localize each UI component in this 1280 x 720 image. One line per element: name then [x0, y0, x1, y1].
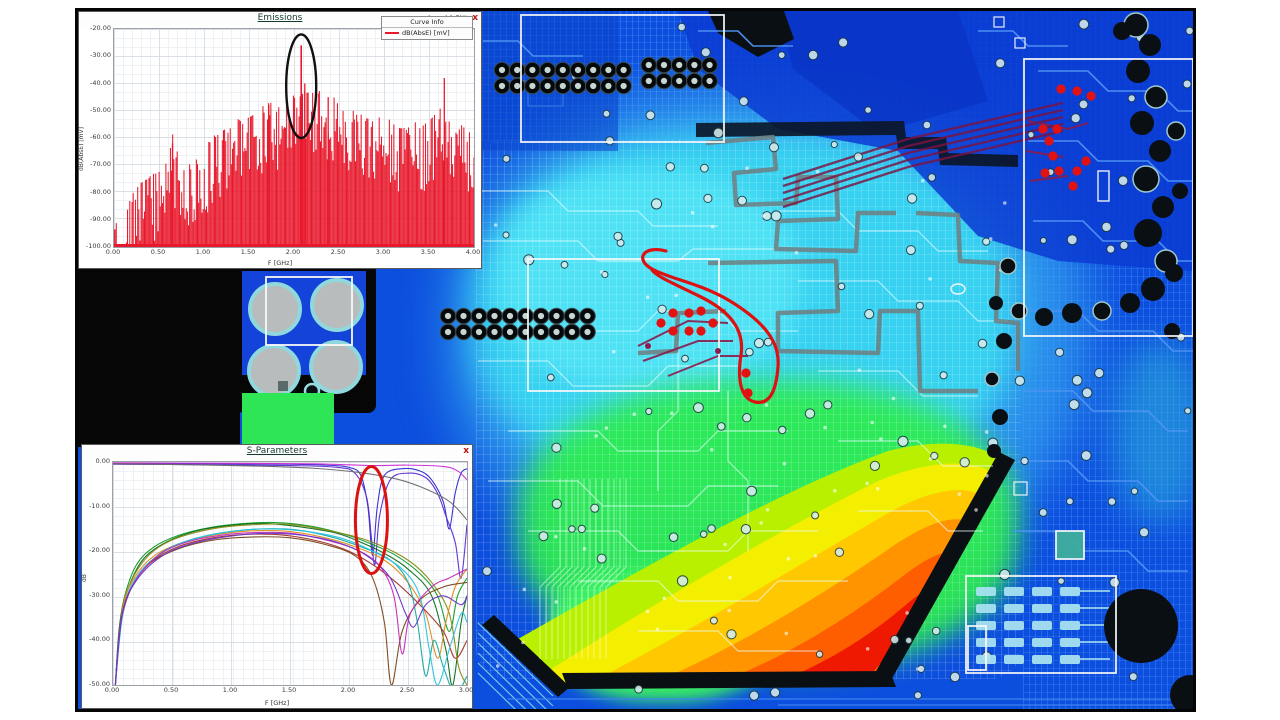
black-ellipse-annotation — [284, 33, 318, 140]
tick-label: -30.00 — [90, 51, 111, 60]
field-hotspot-contours — [518, 443, 1006, 683]
tick-label: -20.00 — [90, 24, 111, 32]
drill-holes — [1104, 589, 1193, 709]
tick-label: -40.00 — [89, 635, 110, 644]
roi-rect-right-area — [1023, 58, 1193, 337]
legend-line-swatch — [385, 32, 399, 34]
tick-label: 2.50 — [399, 686, 415, 694]
tick-label: 1.00 — [195, 248, 211, 256]
emi-source-annotations — [641, 84, 1096, 404]
tick-label: 0.50 — [150, 248, 166, 256]
roi-rect-center-connector — [527, 258, 720, 392]
tick-label: 1.50 — [240, 248, 256, 256]
sparameters-x-axis-label: F [GHz] — [264, 699, 290, 707]
diagonal-trace-bundle — [477, 622, 554, 709]
tick-label: 0.00 — [95, 457, 110, 465]
dark-copper-regions — [478, 11, 1193, 271]
sparameters-title: S-Parameters — [246, 446, 308, 456]
background-gap — [78, 265, 240, 447]
tick-label: -70.00 — [90, 160, 111, 169]
tick-label: 1.50 — [281, 686, 297, 694]
sparameters-chart-window: S-Parameters x dB 0.00 -10.00 -20.00 -30.00… — [81, 444, 473, 709]
emissions-x-axis-label: F [GHz] — [267, 259, 293, 267]
legend-entry-label: dB(AbsE) [mV] — [402, 29, 450, 37]
tick-label: 0.00 — [104, 686, 120, 694]
emissions-title: Emissions — [257, 13, 303, 23]
parallel-trace-bundle — [539, 479, 627, 659]
tick-label: 0.00 — [105, 248, 121, 256]
sparameters-titlebar[interactable]: S-Parameters x — [82, 445, 472, 459]
board-edge — [482, 11, 1018, 697]
highlighted-vias-red — [645, 84, 1096, 398]
emissions-chart-window: Emissions board 0:EMI x dB(AbsE) [mV] -2… — [78, 11, 482, 269]
signal-traces-blue — [483, 30, 1193, 706]
close-icon[interactable]: x — [472, 13, 478, 23]
large-drill-hole — [1104, 589, 1178, 663]
tick-label: 1.00 — [222, 686, 238, 694]
roi-square-component — [1055, 530, 1085, 560]
emissions-plot-area — [113, 28, 475, 248]
tick-label: 3.00 — [375, 248, 391, 256]
tick-label: 2.50 — [330, 248, 346, 256]
tick-label: 3.00 — [458, 686, 474, 694]
tick-label: 3.50 — [420, 248, 436, 256]
pcb-field-plot — [78, 11, 1193, 709]
emc-analysis-viewport: Emissions board 0:EMI x dB(AbsE) [mV] -2… — [75, 8, 1196, 712]
tick-label: -30.00 — [89, 590, 110, 599]
tick-label: -10.00 — [89, 501, 110, 510]
red-ellipse-annotation — [353, 464, 389, 575]
tick-label: -60.00 — [90, 133, 111, 141]
connector-pin-rows — [439, 56, 718, 341]
tick-label: 2.00 — [285, 248, 301, 256]
via-field — [482, 18, 1193, 701]
tick-label: 0.50 — [163, 686, 179, 694]
red-loop-annotation — [641, 248, 780, 404]
sparameters-plot-area — [112, 461, 468, 686]
tick-label: -50.00 — [90, 105, 111, 114]
tick-label: -90.00 — [90, 214, 111, 223]
tick-label: -50.00 — [89, 680, 110, 688]
black-void-chain — [984, 12, 1188, 458]
roi-rect-ic-footprint — [965, 575, 1117, 674]
tick-label: -20.00 — [89, 546, 110, 555]
legend: Curve Info dB(AbsE) [mV] — [381, 16, 473, 40]
mounting-component — [236, 263, 376, 447]
tick-label: 4.00 — [465, 248, 481, 256]
tick-label: 2.00 — [340, 686, 356, 694]
sparameters-y-axis-label: dB — [81, 573, 88, 582]
tick-label: -80.00 — [90, 187, 111, 196]
ic-pad-array — [976, 587, 1110, 664]
tick-label: -40.00 — [90, 78, 111, 87]
legend-header: Curve Info — [382, 18, 472, 28]
critical-net-traces — [637, 101, 1089, 377]
roi-rectangles — [520, 14, 1193, 674]
close-icon[interactable]: x — [463, 446, 469, 456]
roi-rect-top-connector — [520, 14, 725, 143]
tick-label: -100.00 — [85, 242, 111, 250]
